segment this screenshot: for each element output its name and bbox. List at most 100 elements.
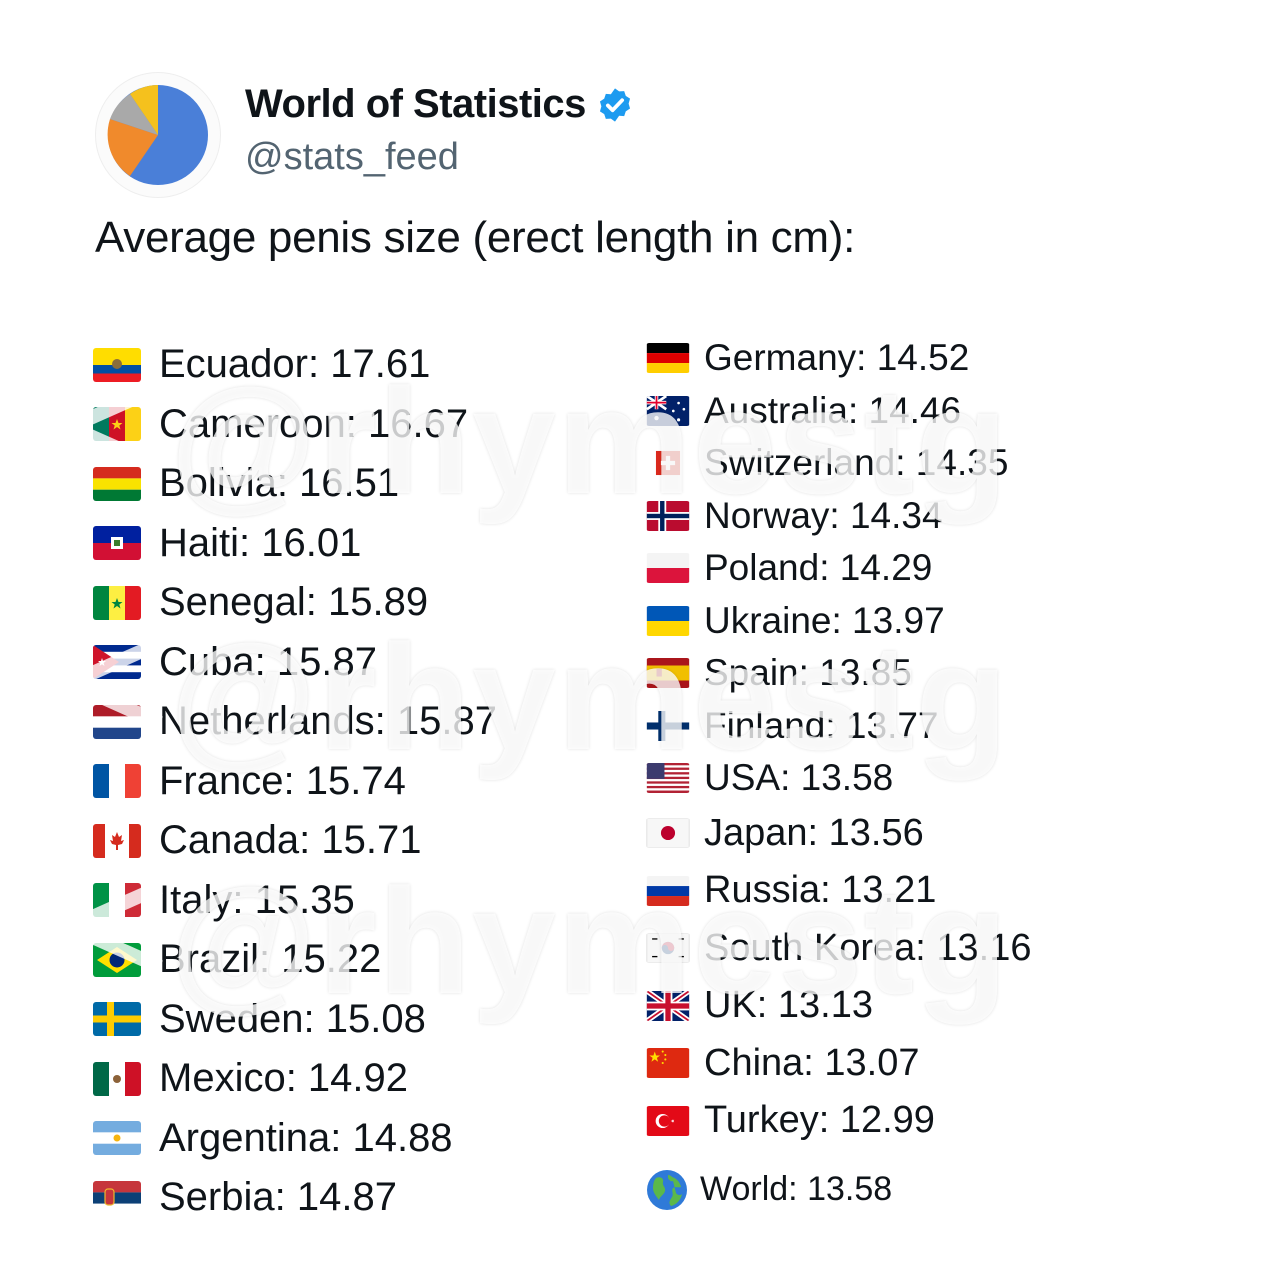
switzerland-flag-icon bbox=[651, 451, 685, 476]
canada-flag-icon bbox=[93, 823, 141, 858]
list-item: Netherlands: 15.87 bbox=[93, 692, 497, 752]
avatar[interactable] bbox=[95, 72, 221, 198]
list-item-label: Mexico: 14.92 bbox=[159, 1056, 409, 1101]
bolivia-flag-icon bbox=[93, 466, 141, 501]
list-item: UK: 13.13 bbox=[646, 977, 1031, 1035]
list-item-label: Ukraine: 13.97 bbox=[704, 599, 945, 641]
sweden-flag-icon bbox=[93, 1002, 141, 1037]
list-item-label: Serbia: 14.87 bbox=[159, 1175, 397, 1220]
list-item-label: Finland: 13.77 bbox=[704, 704, 939, 746]
list-item: Cuba: 15.87 bbox=[93, 633, 497, 693]
country-list-right: Germany: 14.52 Australia: 14.46 Switzerl… bbox=[646, 332, 1031, 1230]
list-item-label: Poland: 14.29 bbox=[704, 547, 933, 589]
list-item: Sweden: 15.08 bbox=[93, 990, 497, 1050]
list-item-label: Sweden: 15.08 bbox=[159, 996, 426, 1041]
list-item-label: Russia: 13.21 bbox=[704, 869, 937, 912]
list-item-label: Netherlands: 15.87 bbox=[159, 699, 498, 744]
account-handle[interactable]: @stats_feed bbox=[245, 136, 459, 178]
netherlands-flag-icon bbox=[93, 704, 141, 739]
list-item: Ukraine: 13.97 bbox=[646, 595, 1031, 648]
brazil-flag-icon bbox=[93, 942, 141, 977]
germany-flag-icon bbox=[646, 343, 690, 374]
world-average-label: World: 13.58 bbox=[700, 1170, 893, 1208]
list-item: USA: 13.58 bbox=[646, 752, 1031, 805]
list-item-label: Bolivia: 16.51 bbox=[159, 461, 400, 506]
argentina-flag-icon bbox=[93, 1121, 141, 1156]
list-item: Germany: 14.52 bbox=[646, 332, 1031, 385]
list-item: Finland: 13.77 bbox=[646, 700, 1031, 753]
world-average: World: 13.58 bbox=[646, 1150, 1031, 1230]
list-item: Poland: 14.29 bbox=[646, 542, 1031, 595]
spain-flag-icon bbox=[646, 658, 690, 689]
list-item-label: Canada: 15.71 bbox=[159, 818, 422, 863]
account-name-row[interactable]: World of Statistics bbox=[245, 82, 634, 127]
account-name[interactable]: World of Statistics bbox=[245, 82, 586, 126]
cameroon-flag-icon bbox=[93, 407, 141, 442]
list-item: Cameroon: 16.67 bbox=[93, 395, 497, 455]
uk-flag-icon bbox=[646, 990, 690, 1021]
list-item: Turkey: 12.99 bbox=[646, 1092, 1031, 1150]
list-item: Italy: 15.35 bbox=[93, 871, 497, 931]
finland-flag-icon bbox=[646, 710, 690, 741]
russia-flag-icon bbox=[646, 875, 690, 906]
china-flag-icon bbox=[646, 1048, 690, 1079]
list-item: Australia: 14.46 bbox=[646, 385, 1031, 438]
list-item-label: Turkey: 12.99 bbox=[704, 1099, 935, 1142]
list-item-label: Japan: 13.56 bbox=[704, 811, 924, 854]
list-item: France: 15.74 bbox=[93, 752, 497, 812]
list-item-label: Norway: 14.34 bbox=[704, 494, 943, 536]
list-item-label: France: 15.74 bbox=[159, 758, 406, 803]
serbia-flag-icon bbox=[93, 1180, 141, 1215]
list-item-label: UK: 13.13 bbox=[704, 984, 873, 1027]
list-item: South Korea: 13.16 bbox=[646, 920, 1031, 978]
list-item: Haiti: 16.01 bbox=[93, 514, 497, 574]
list-item: Japan: 13.56 bbox=[646, 805, 1031, 863]
italy-flag-icon bbox=[93, 883, 141, 918]
haiti-flag-icon bbox=[93, 526, 141, 561]
south-korea-flag-icon bbox=[646, 933, 690, 964]
list-item: Spain: 13.85 bbox=[646, 647, 1031, 700]
ecuador-flag-icon bbox=[93, 347, 141, 382]
japan-flag-icon bbox=[646, 818, 690, 849]
post-title: Average penis size (erect length in cm): bbox=[95, 213, 855, 262]
list-item-label: Cameroon: 16.67 bbox=[159, 401, 469, 446]
globe-icon bbox=[647, 1169, 687, 1210]
cuba-flag-icon bbox=[93, 645, 141, 680]
mexico-flag-icon bbox=[93, 1061, 141, 1096]
list-item: Bolivia: 16.51 bbox=[93, 454, 497, 514]
list-item-label: USA: 13.58 bbox=[704, 757, 894, 799]
list-item-label: South Korea: 13.16 bbox=[704, 926, 1032, 969]
pie-chart-icon bbox=[107, 85, 208, 185]
list-item: Ecuador: 17.61 bbox=[93, 335, 497, 395]
list-item-label: Haiti: 16.01 bbox=[159, 520, 362, 565]
list-item: Russia: 13.21 bbox=[646, 862, 1031, 920]
list-item: Switzerland: 14.35 bbox=[646, 437, 1031, 490]
list-item: Senegal: 15.89 bbox=[93, 573, 497, 633]
list-item: Serbia: 14.87 bbox=[93, 1168, 497, 1228]
australia-flag-icon bbox=[646, 395, 690, 426]
list-item-label: Australia: 14.46 bbox=[704, 389, 962, 431]
list-item-label: Brazil: 15.22 bbox=[159, 937, 382, 982]
poland-flag-icon bbox=[646, 553, 690, 584]
list-item-label: China: 13.07 bbox=[704, 1041, 920, 1084]
country-list-left: Ecuador: 17.61 Cameroon: 16.67 Bolivia: … bbox=[93, 335, 497, 1228]
list-item: Mexico: 14.92 bbox=[93, 1049, 497, 1109]
usa-flag-icon bbox=[646, 763, 690, 794]
list-item: Canada: 15.71 bbox=[93, 811, 497, 871]
verified-badge-icon bbox=[599, 87, 630, 122]
turkey-flag-icon bbox=[646, 1105, 690, 1136]
list-item-label: Switzerland: 14.35 bbox=[704, 442, 1009, 484]
france-flag-icon bbox=[93, 764, 141, 799]
post-header: World of Statistics @stats_feed bbox=[95, 72, 995, 202]
list-item: Argentina: 14.88 bbox=[93, 1109, 497, 1169]
list-item-label: Spain: 13.85 bbox=[704, 652, 912, 694]
list-item-label: Senegal: 15.89 bbox=[159, 580, 429, 625]
list-item: China: 13.07 bbox=[646, 1035, 1031, 1093]
list-item: Brazil: 15.22 bbox=[93, 930, 497, 990]
list-item-label: Argentina: 14.88 bbox=[159, 1115, 453, 1160]
list-item-label: Cuba: 15.87 bbox=[159, 639, 377, 684]
norway-flag-icon bbox=[646, 500, 690, 531]
list-item-label: Ecuador: 17.61 bbox=[159, 342, 431, 387]
ukraine-flag-icon bbox=[646, 605, 690, 636]
list-item-label: Germany: 14.52 bbox=[704, 337, 970, 379]
